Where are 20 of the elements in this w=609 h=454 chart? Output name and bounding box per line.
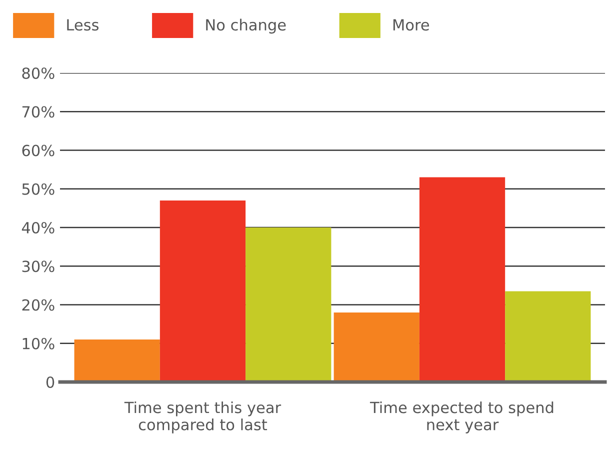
- y-tick-label: 0: [46, 376, 54, 388]
- x-tick-label: Time spent this year compared to last: [124, 401, 282, 434]
- bar: [505, 291, 591, 382]
- bar: [334, 312, 420, 382]
- legend-label: No change: [206, 18, 286, 34]
- bar: [160, 200, 246, 382]
- y-tick-label: 50%: [22, 183, 54, 195]
- y-tick-label: 20%: [22, 299, 54, 311]
- y-tick-label: 10%: [22, 338, 54, 350]
- y-tick-label: 80%: [22, 67, 54, 80]
- bar: [246, 228, 332, 382]
- bar: [419, 177, 506, 382]
- bar: [74, 340, 160, 382]
- y-tick-label: 40%: [22, 222, 54, 234]
- legend-label: More: [393, 19, 430, 31]
- y-tick-label: 60%: [22, 144, 54, 156]
- x-tick-label: Time expected to spend next year: [370, 401, 554, 434]
- legend-label: Less: [67, 19, 99, 31]
- y-tick-label: 70%: [22, 106, 54, 118]
- y-tick-label: 30%: [22, 260, 54, 272]
